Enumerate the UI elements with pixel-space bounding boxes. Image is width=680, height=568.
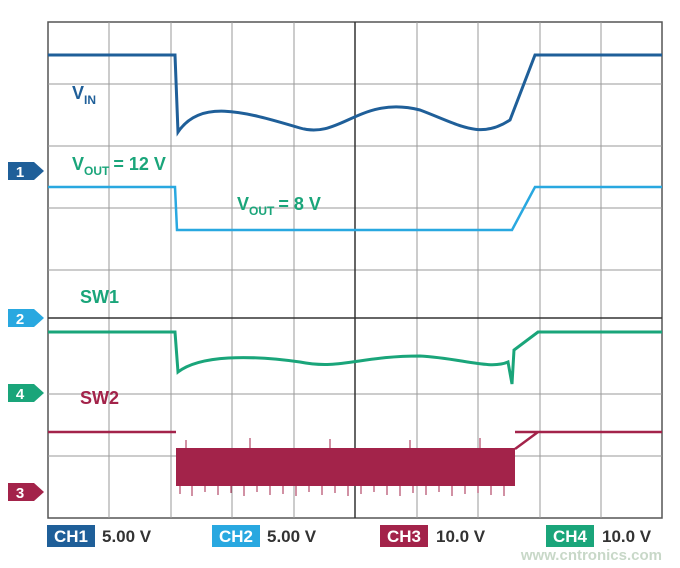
vout-high-label: VOUT = 12 V [72, 154, 166, 178]
vout-low-label: VOUT = 8 V [237, 194, 321, 218]
channel-scale: 5.00 V [102, 527, 152, 546]
subscript: IN [84, 93, 96, 107]
marker-label: 2 [16, 311, 24, 328]
marker-shape [8, 483, 44, 501]
vout-trace [48, 185, 662, 232]
grid [48, 22, 662, 518]
channel-readouts: CH1 5.00 V CH2 5.00 V CH3 10.0 V CH4 10.… [47, 525, 652, 547]
channel-scale: 5.00 V [267, 527, 317, 546]
svg-text:VIN: VIN [72, 83, 96, 107]
marker-label: 4 [16, 386, 25, 403]
subscript: OUT [249, 204, 275, 218]
channel-badge [47, 525, 95, 547]
sw1-trace [48, 330, 662, 385]
channel-markers: 1 2 4 3 [8, 162, 44, 502]
sw1-label: SW1 [80, 287, 119, 307]
symbol: V [72, 154, 84, 174]
sw2-switching [176, 448, 515, 486]
channel-badge [212, 525, 260, 547]
marker-label: 1 [16, 164, 24, 181]
watermark: www.cntronics.com [520, 547, 662, 564]
sw2-ringing [179, 438, 505, 496]
marker-shape [8, 162, 44, 180]
channel-name: CH1 [54, 527, 88, 546]
symbol: V [72, 83, 84, 103]
marker-shape [8, 309, 44, 327]
subscript: OUT [84, 164, 110, 178]
vin-label: VIN [72, 83, 96, 107]
channel-scale: 10.0 V [602, 527, 652, 546]
sw2-label: SW2 [80, 388, 119, 408]
channel-name: CH2 [219, 527, 253, 546]
channel-name: CH3 [387, 527, 421, 546]
marker-shape [8, 384, 44, 402]
channel-name: CH4 [553, 527, 588, 546]
value: = 12 V [113, 154, 166, 174]
channel-badge [546, 525, 594, 547]
value: = 8 V [278, 194, 321, 214]
symbol: V [237, 194, 249, 214]
channel-scale: 10.0 V [436, 527, 486, 546]
channel-badge [380, 525, 428, 547]
vin-trace [48, 53, 662, 137]
marker-label: 3 [16, 485, 24, 502]
sw2-trace [48, 430, 662, 451]
